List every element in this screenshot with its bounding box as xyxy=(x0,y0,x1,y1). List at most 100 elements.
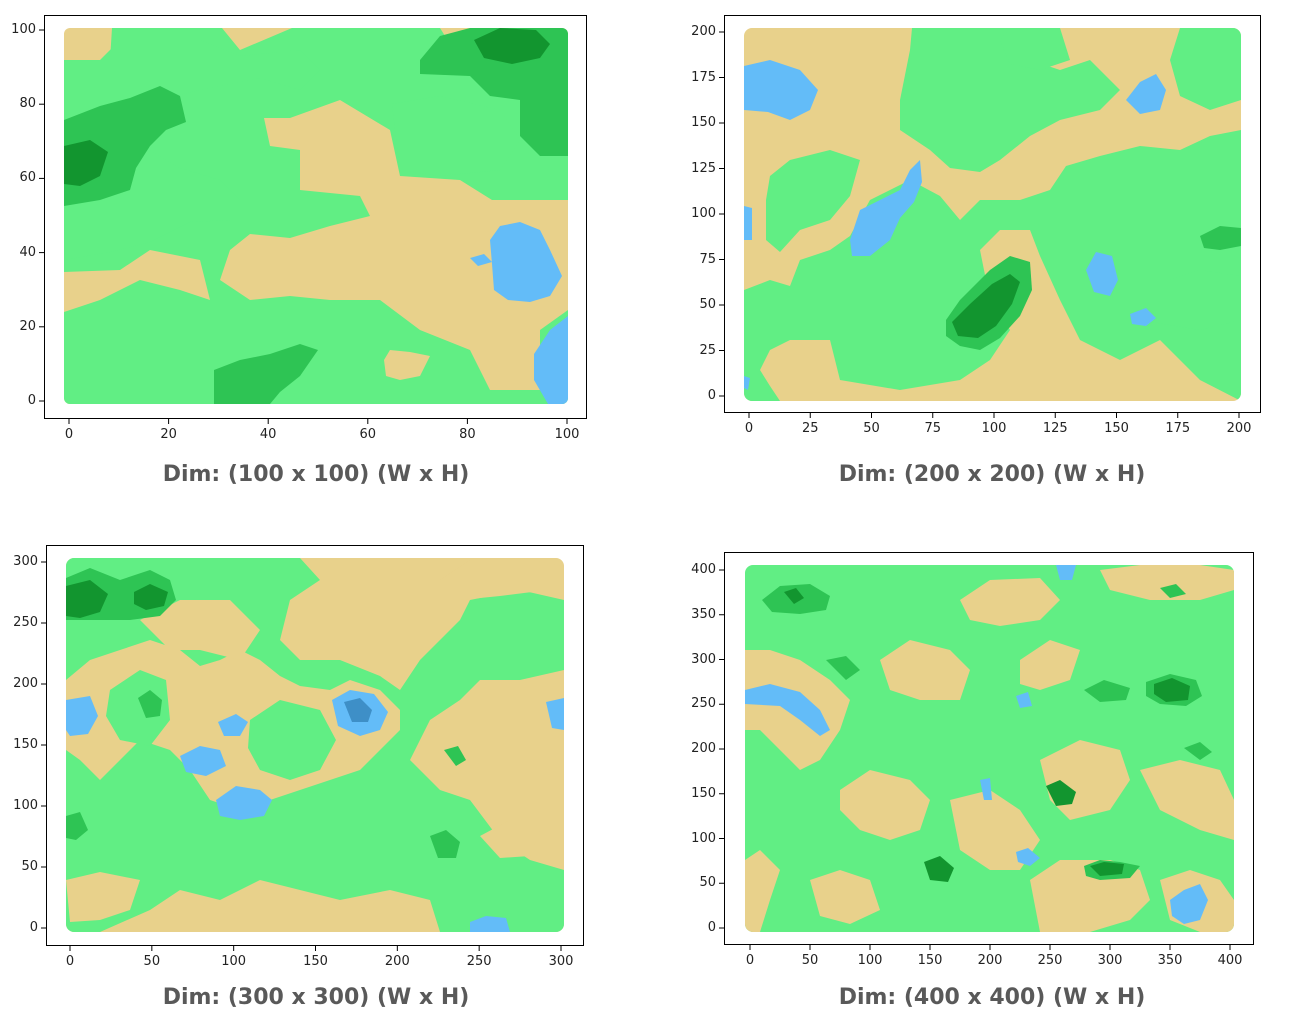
chart-caption: Dim: (400 x 400) (W x H) xyxy=(838,985,1146,1010)
terrain-water xyxy=(1130,308,1156,326)
x-tick-label: 0 xyxy=(745,953,755,968)
y-tick-label: 0 xyxy=(707,920,716,935)
terrain-forest-region xyxy=(430,830,460,858)
terrain-grass-region xyxy=(64,40,320,260)
y-tick-label: 200 xyxy=(691,741,716,756)
terrain-water xyxy=(534,316,568,404)
y-tick-label: 175 xyxy=(691,69,716,85)
terrain-water xyxy=(744,376,750,390)
chart-panel-3: 0 50 100 150 200 250 300 0 50 100 150 200 250 300 Di… xyxy=(0,0,640,1027)
y-tick-label: 150 xyxy=(691,115,716,130)
terrain-water xyxy=(490,222,562,302)
terrain-water xyxy=(470,254,492,266)
y-tick-label: 50 xyxy=(21,859,38,874)
terrain-forest-region xyxy=(214,344,318,404)
x-tick-label: 200 xyxy=(1226,421,1252,436)
y-axis-ticks xyxy=(719,31,724,397)
y-tick-label: 100 xyxy=(691,206,716,221)
terrain-forest-region xyxy=(1084,680,1130,702)
terrain-water xyxy=(850,160,922,256)
x-tick-label: 200 xyxy=(384,954,410,969)
terrain-water xyxy=(216,786,272,820)
terrain-deep-forest xyxy=(1090,862,1124,876)
terrain-water xyxy=(218,714,248,736)
x-tick-label: 100 xyxy=(554,427,580,442)
terrain-sand-patch xyxy=(880,640,970,700)
terrain-water xyxy=(1126,74,1166,114)
x-tick-label: 50 xyxy=(143,954,161,969)
y-axis-ticks xyxy=(41,561,46,929)
y-tick-label: 150 xyxy=(13,737,38,752)
y-tick-label: 250 xyxy=(691,696,716,712)
terrain-grass-region xyxy=(1000,28,1070,70)
terrain-sand-patch xyxy=(140,600,260,660)
y-axis-ticks xyxy=(39,29,44,402)
chart-caption: Dim: (300 x 300) (W x H) xyxy=(162,985,470,1010)
y-tick-label: 125 xyxy=(691,160,716,176)
y-tick-label: 25 xyxy=(699,342,716,358)
x-tick-label: 250 xyxy=(1037,953,1063,968)
terrain-sand-patch xyxy=(840,770,930,840)
terrain-water xyxy=(470,916,510,932)
x-axis-ticks xyxy=(749,945,1231,950)
terrain-grass-region xyxy=(900,28,1120,172)
y-tick-label: 50 xyxy=(699,875,716,891)
terrain-water xyxy=(744,206,752,240)
terrain-water xyxy=(1016,848,1040,866)
terrain-forest-region xyxy=(1160,584,1186,598)
x-tick-label: 350 xyxy=(1157,953,1183,968)
y-tick-label: 150 xyxy=(691,785,716,801)
y-tick-label: 80 xyxy=(19,96,36,112)
terrain-water xyxy=(180,746,226,776)
y-tick-label: 40 xyxy=(19,244,36,260)
terrain-grass-region xyxy=(744,130,1241,401)
x-tick-label: 50 xyxy=(863,421,880,436)
y-tick-label: 300 xyxy=(691,651,716,667)
terrain-deep-forest xyxy=(64,140,108,186)
terrain-map-2 xyxy=(719,28,1241,418)
y-tick-label: 75 xyxy=(699,251,716,267)
y-tick-label: 100 xyxy=(13,798,38,813)
terrain-water xyxy=(980,778,992,800)
terrain-sand-patch xyxy=(950,790,1040,870)
terrain-deep-water xyxy=(344,698,372,722)
terrain-deep-forest xyxy=(952,274,1020,338)
terrain-sand-patch xyxy=(1140,760,1234,840)
terrain-sand-patch xyxy=(440,558,560,600)
x-tick-label: 250 xyxy=(466,954,492,969)
x-tick-label: 60 xyxy=(359,427,377,442)
x-tick-label: 40 xyxy=(259,427,277,442)
x-tick-label: 25 xyxy=(801,421,819,436)
terrain-deep-forest xyxy=(1154,678,1190,702)
y-tick-label: 200 xyxy=(13,676,38,691)
x-tick-label: 100 xyxy=(221,954,247,969)
y-tick-label: 100 xyxy=(11,22,36,37)
x-tick-label: 125 xyxy=(1042,421,1068,436)
terrain-sand-patch xyxy=(1020,640,1080,690)
terrain-water xyxy=(546,698,564,730)
x-tick-label: 150 xyxy=(303,954,328,969)
terrain-forest-region xyxy=(1184,742,1212,760)
chart-caption: Dim: (200 x 200) (W x H) xyxy=(838,462,1146,487)
terrain-water xyxy=(744,60,818,120)
y-tick-label: 250 xyxy=(13,615,38,630)
terrain-deep-forest xyxy=(66,580,108,618)
terrain-deep-forest xyxy=(474,28,550,64)
x-tick-label: 100 xyxy=(981,421,1007,436)
y-axis-ticks xyxy=(719,569,724,929)
x-tick-label: 150 xyxy=(917,953,943,968)
x-tick-label: 80 xyxy=(459,427,476,442)
x-tick-label: 50 xyxy=(801,953,819,968)
x-tick-label: 0 xyxy=(744,421,754,436)
x-tick-label: 400 xyxy=(1217,953,1243,968)
terrain-sand-patch xyxy=(745,850,780,932)
terrain-grass-region xyxy=(766,150,860,252)
y-tick-label: 0 xyxy=(27,393,36,408)
chart-caption: Dim: (100 x 100) (W x H) xyxy=(162,462,470,487)
x-tick-label: 175 xyxy=(1165,421,1191,436)
x-axis-ticks xyxy=(68,419,568,424)
y-tick-label: 20 xyxy=(19,318,36,334)
terrain-forest-region xyxy=(66,812,88,840)
terrain-forest-region xyxy=(444,746,466,766)
